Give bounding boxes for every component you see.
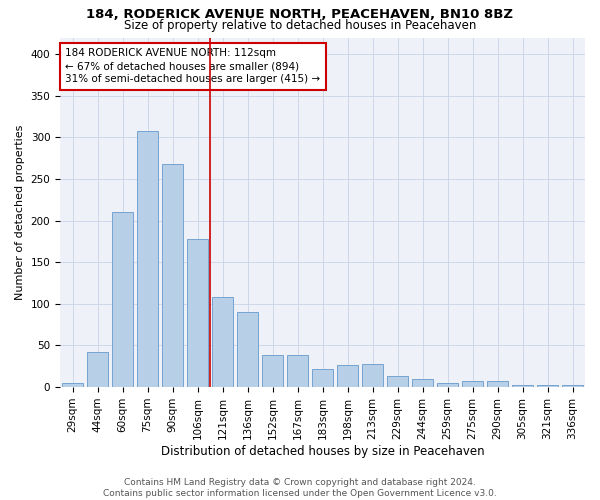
Text: 184, RODERICK AVENUE NORTH, PEACEHAVEN, BN10 8BZ: 184, RODERICK AVENUE NORTH, PEACEHAVEN, … (86, 8, 514, 20)
Bar (237, 312, 258, 387)
Bar (137, 130, 158, 387)
Bar (112, 212, 133, 387)
Bar (87, 352, 108, 387)
Bar (462, 382, 483, 387)
Y-axis label: Number of detached properties: Number of detached properties (15, 124, 25, 300)
Bar (362, 364, 383, 387)
Bar (312, 369, 333, 387)
Bar (62, 383, 83, 387)
Bar (212, 297, 233, 387)
Text: Contains HM Land Registry data © Crown copyright and database right 2024.
Contai: Contains HM Land Registry data © Crown c… (103, 478, 497, 498)
Text: Size of property relative to detached houses in Peacehaven: Size of property relative to detached ho… (124, 19, 476, 32)
Bar (537, 386, 558, 387)
Bar (387, 376, 408, 387)
Bar (287, 356, 308, 387)
Bar (437, 383, 458, 387)
X-axis label: Distribution of detached houses by size in Peacehaven: Distribution of detached houses by size … (161, 444, 484, 458)
Bar (337, 364, 358, 387)
Bar (412, 379, 433, 387)
Bar (487, 382, 508, 387)
Bar (187, 239, 208, 387)
Bar (562, 384, 583, 387)
Bar (162, 164, 183, 387)
Bar (512, 384, 533, 387)
Text: 184 RODERICK AVENUE NORTH: 112sqm
← 67% of detached houses are smaller (894)
31%: 184 RODERICK AVENUE NORTH: 112sqm ← 67% … (65, 48, 320, 84)
Bar (262, 356, 283, 387)
